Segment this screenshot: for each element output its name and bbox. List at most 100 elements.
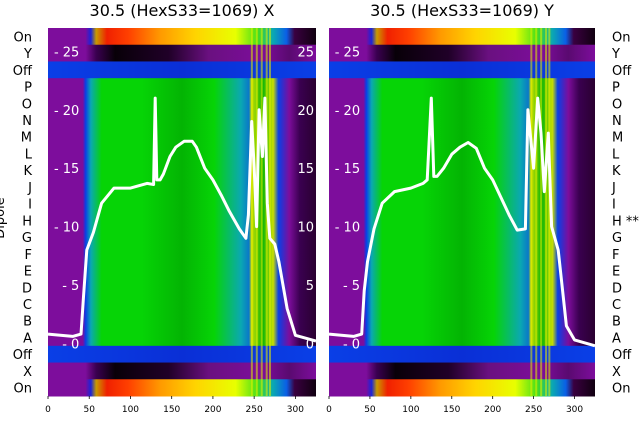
row-label-right: D [612, 281, 622, 296]
row-label-right: On [612, 30, 630, 45]
x-tick-label: 200 [204, 405, 221, 415]
heatmap-row [48, 228, 316, 246]
heatmap-row [329, 28, 595, 46]
panel-y: - 0 - 5 - 10 - 15 - 20 - 25 0 50 100 150 200 250 300 [326, 28, 596, 415]
row-label-right: O [612, 97, 622, 112]
row-label-left: K [23, 164, 32, 179]
heatmap-row [329, 228, 595, 246]
x-tick-label: 100 [122, 405, 139, 415]
overlay-tick-label: - 10 [335, 221, 360, 236]
x-tick-label: 50 [84, 405, 96, 415]
overlay-tick-label: - 20 [335, 104, 360, 119]
row-label-right: I [612, 198, 616, 213]
heatmap-streak [540, 28, 543, 396]
heatmap-row [329, 178, 595, 196]
row-label-right: K [612, 164, 621, 179]
overlay-tick-label: - 25 [54, 45, 79, 60]
row-label-right: G [612, 231, 622, 246]
heatmap-row [329, 295, 595, 313]
row-label-left: L [25, 147, 33, 162]
heatmap-streak [548, 28, 551, 396]
overlay-tick-label-right: 10 [297, 221, 314, 236]
heatmap-row [329, 212, 595, 230]
row-label-left: D [22, 281, 32, 296]
heatmap-row [48, 178, 316, 196]
heatmap-row [329, 245, 595, 263]
heatmap-streak [530, 28, 533, 396]
heatmap-row [329, 195, 595, 213]
x-tick-label: 0 [326, 405, 332, 415]
heatmap-row [48, 295, 316, 313]
row-label-right: Y [611, 47, 620, 62]
row-label-left: Off [13, 64, 33, 79]
x-tick-label: 0 [45, 405, 51, 415]
heatmap-row [48, 329, 316, 347]
row-label-right: X [612, 365, 621, 380]
row-label-left: I [28, 198, 32, 213]
row-label-right: F [612, 248, 619, 263]
heatmap-streak [260, 28, 263, 396]
heatmap-row [48, 278, 316, 297]
row-label-right: P [612, 81, 620, 96]
row-label-left: F [25, 248, 32, 263]
heatmap-streak [250, 28, 253, 396]
row-label-right: M [612, 131, 623, 146]
panel-x-trace [47, 96, 317, 343]
row-label-left: On [14, 30, 32, 45]
panel-x: - 0 0- 5 5- 10 10- 15 15- 20 20- 25 250 50 100 15… [45, 28, 317, 415]
heatmap-row [48, 345, 316, 364]
overlay-tick-label: - 0 [343, 337, 360, 352]
x-tick-label: 300 [566, 405, 583, 415]
heatmap-row [48, 212, 316, 230]
row-label-left: J [27, 181, 32, 196]
heatmap-row [48, 161, 316, 180]
overlay-tick-label-right: 15 [297, 162, 314, 177]
row-label-left: P [24, 81, 32, 96]
panel-y-trace [328, 96, 596, 348]
overlay-tick-label: - 15 [54, 162, 79, 177]
heatmap-row [329, 312, 595, 330]
heatmap-streak [535, 28, 538, 396]
row-label-right: A [612, 331, 621, 346]
row-label-right: H ** [612, 214, 639, 229]
row-label-left: O [22, 97, 32, 112]
row-label-right: C [612, 298, 621, 313]
row-label-right: B [612, 315, 621, 330]
heatmap-row [48, 312, 316, 330]
row-label-left: E [24, 265, 32, 280]
overlay-tick-label-right: 20 [297, 104, 314, 119]
heatmap-row [48, 379, 316, 397]
overlay-tick-label: - 15 [335, 162, 360, 177]
heatmap-row [329, 329, 595, 347]
overlay-tick-label: - 0 [62, 337, 79, 352]
heatmap-row [329, 111, 595, 129]
overlay-tick-label: - 5 [343, 279, 360, 294]
x-tick-label: 150 [443, 405, 460, 415]
x-tick-label: 250 [525, 405, 542, 415]
heatmap-row [329, 345, 595, 364]
row-label-left: H [22, 214, 32, 229]
panel-title-x: 30.5 (HexS33=1069) X [90, 1, 275, 20]
row-label-left: B [23, 315, 32, 330]
heatmap-row [48, 94, 316, 113]
x-tick-label: 300 [287, 405, 304, 415]
row-label-right: J [611, 181, 616, 196]
row-label-right: Off [612, 348, 632, 363]
heatmap-row [48, 362, 316, 380]
heatmap-row [48, 262, 316, 280]
x-tick-label: 150 [163, 405, 180, 415]
heatmap-row [48, 28, 316, 46]
row-label-right: Off [612, 64, 632, 79]
heatmap-row [329, 44, 595, 62]
overlay-tick-label: - 20 [54, 104, 79, 119]
heatmap-row [48, 145, 316, 163]
overlay-tick-label-right: 0 [306, 337, 314, 352]
overlay-tick-label-right: 5 [306, 279, 314, 294]
heatmap-row [48, 128, 316, 146]
heatmap-row [48, 195, 316, 213]
heatmap-row [329, 161, 595, 180]
row-label-left: Y [23, 47, 32, 62]
row-label-left: X [23, 365, 32, 380]
